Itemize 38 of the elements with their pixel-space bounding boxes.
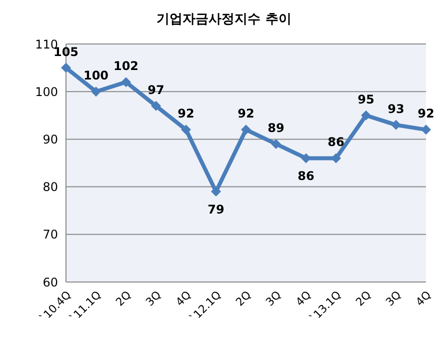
data-label: 100 xyxy=(83,68,109,83)
x-tick-label: 2Q xyxy=(233,288,254,309)
y-tick-label: 100 xyxy=(35,84,58,99)
point xyxy=(421,124,431,135)
data-label: 89 xyxy=(268,120,284,135)
data-label: 92 xyxy=(178,106,194,121)
point xyxy=(211,186,221,197)
point xyxy=(361,110,371,120)
data-label: 102 xyxy=(113,59,139,74)
x-tick-label: 2Q xyxy=(353,288,374,309)
data-label: 97 xyxy=(148,82,164,97)
point xyxy=(151,100,161,111)
x-tick-label: 3Q xyxy=(383,288,404,309)
point xyxy=(301,153,311,164)
y-tick-label: 80 xyxy=(42,180,58,194)
data-label: 86 xyxy=(298,169,314,184)
point xyxy=(121,77,131,88)
data-label: 93 xyxy=(388,102,404,116)
x-tick-label: 4Q xyxy=(413,288,434,309)
point xyxy=(241,124,251,135)
data-label: 92 xyxy=(238,106,254,121)
x-tick-label: 3Q xyxy=(143,288,164,309)
point xyxy=(271,138,281,149)
x-tick-label: 2Q xyxy=(113,288,134,309)
point xyxy=(181,124,191,135)
point xyxy=(391,120,401,130)
data-label: 92 xyxy=(418,106,434,121)
point xyxy=(91,86,101,97)
point xyxy=(331,153,341,164)
y-tick-label: 60 xyxy=(42,275,58,290)
x-tick-label: 3Q xyxy=(263,288,284,309)
data-label: 86 xyxy=(328,135,344,150)
y-tick-label: 70 xyxy=(42,228,58,242)
y-tick-label: 90 xyxy=(42,132,58,146)
data-label: 95 xyxy=(358,92,374,106)
chart-title: 기업자금사정지수 추이 xyxy=(156,11,292,29)
data-label: 79 xyxy=(208,202,224,217)
point xyxy=(61,62,71,73)
